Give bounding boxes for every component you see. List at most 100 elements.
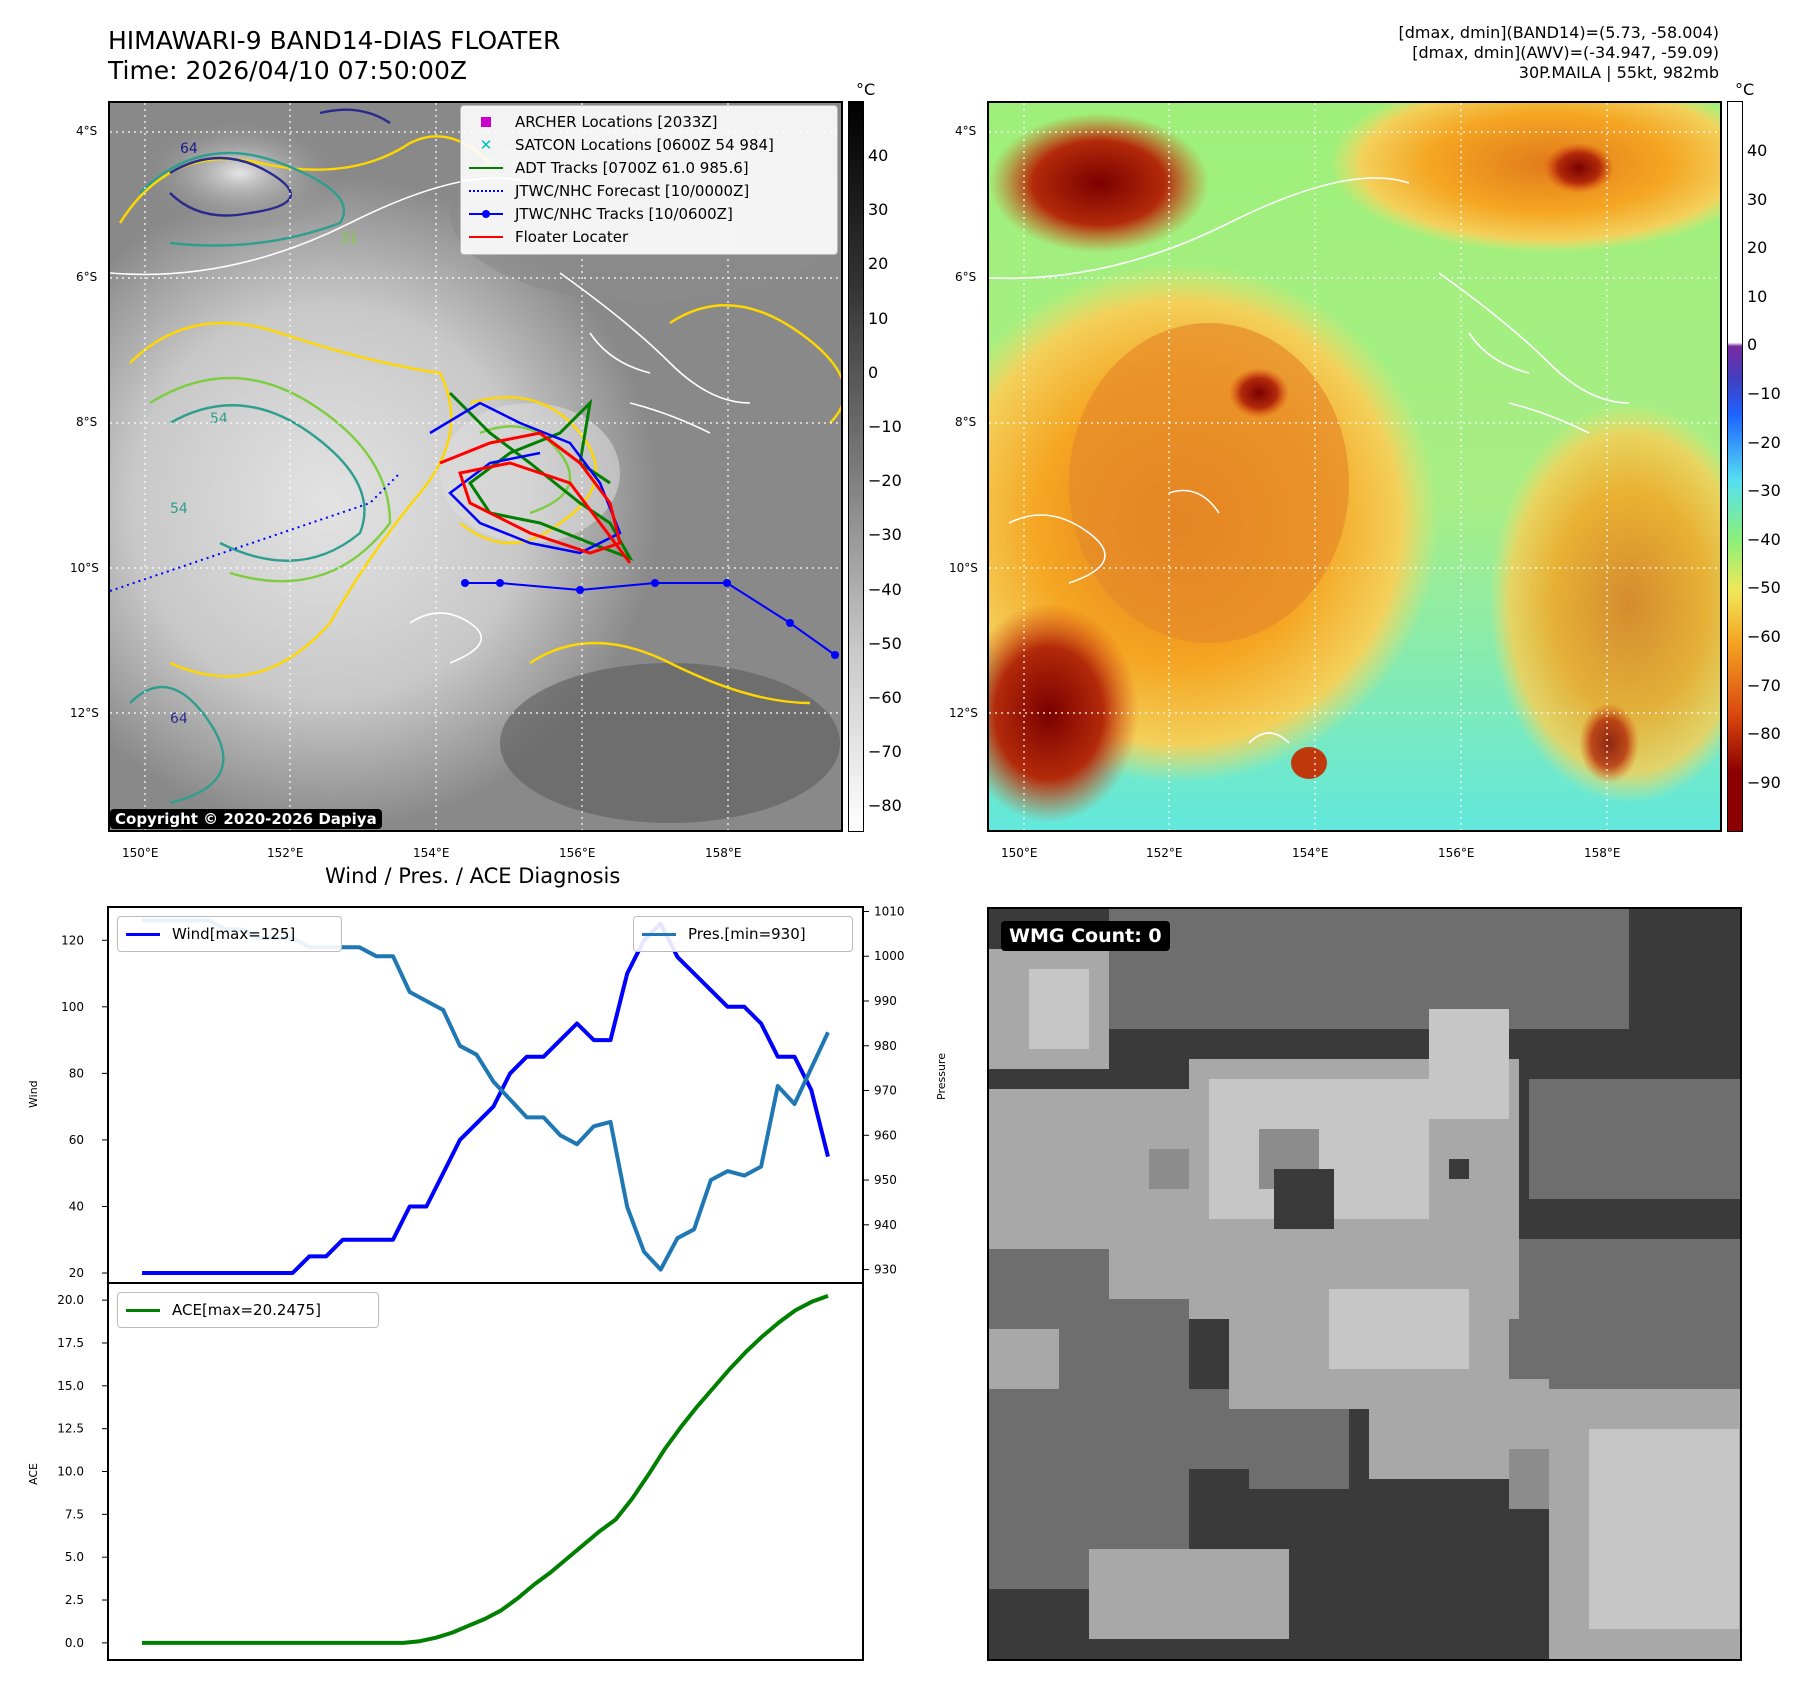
lon-tick: 158°E xyxy=(705,846,742,860)
pressure-tick-label: 960 xyxy=(874,1128,897,1142)
lat-tick: 12°S xyxy=(70,706,99,720)
colorbar-tick: −30 xyxy=(868,525,902,545)
ace-series-line xyxy=(142,1294,829,1645)
ace-tick-label: 15.0 xyxy=(57,1379,84,1393)
ir-legend: ARCHER Locations [2033Z] ✕ SATCON Locati… xyxy=(460,105,838,255)
jtwc-forecast-track xyxy=(110,472,401,592)
lat-tick: 10°S xyxy=(70,561,99,575)
ace-tick-label: 20.0 xyxy=(57,1293,84,1307)
pressure-legend: Pres.[min=930] xyxy=(633,916,853,952)
wind-tick-label: 20 xyxy=(69,1266,84,1280)
lat-tick: 4°S xyxy=(76,124,98,138)
legend-item-jtwc-tracks: JTWC/NHC Tracks [10/0600Z] xyxy=(469,202,829,225)
colorbar-tick: 0 xyxy=(1747,335,1758,355)
legend-label: JTWC/NHC Forecast [10/0000Z] xyxy=(515,181,750,200)
colorbar-tick: −80 xyxy=(1747,724,1781,744)
colorbar-tick: −20 xyxy=(868,471,902,491)
lon-tick: 158°E xyxy=(1584,846,1621,860)
line-dot-icon xyxy=(469,207,503,221)
ace-tick-label: 17.5 xyxy=(57,1336,84,1350)
colorbar-tick: 20 xyxy=(1747,238,1768,258)
dotted-line-icon xyxy=(469,184,503,198)
colorbar-tick: −30 xyxy=(1747,481,1781,501)
dmax-awv: [dmax, dmin](AWV)=(-34.947, -59.09) xyxy=(1412,43,1719,62)
wind-series-line xyxy=(142,921,830,1275)
copyright-badge: Copyright © 2020-2026 Dapiya xyxy=(110,809,382,829)
legend-item-archer: ARCHER Locations [2033Z] xyxy=(469,110,829,133)
lon-tick: 156°E xyxy=(559,846,596,860)
pressure-tick-label: 940 xyxy=(874,1218,897,1232)
colorbar-tick: 10 xyxy=(868,308,889,328)
storm-info: 30P.MAILA | 55kt, 982mb xyxy=(1518,63,1719,82)
colorbar-tick: −10 xyxy=(868,417,902,436)
wmg-image xyxy=(989,909,1740,1659)
ace-tick-label: 2.5 xyxy=(65,1593,84,1607)
contour-label-3: 54 xyxy=(210,411,228,427)
lon-tick: 152°E xyxy=(267,846,304,860)
colorbar-tick: −80 xyxy=(868,796,902,816)
pressure-tick-label: 930 xyxy=(874,1263,897,1277)
ace-tick-label: 5.0 xyxy=(65,1550,84,1564)
chart-time: Time: 2026/04/10 07:50:00Z xyxy=(108,56,467,85)
pressure-tick-label: 980 xyxy=(874,1039,897,1053)
awv-colorbar xyxy=(1727,101,1743,832)
colorbar-tick: −20 xyxy=(1747,432,1781,452)
contour-label-4: 54 xyxy=(170,501,188,517)
pressure-tick-label: 1000 xyxy=(874,949,905,963)
lon-tick: 152°E xyxy=(1146,846,1183,860)
colorbar-tick: −70 xyxy=(868,742,902,762)
colorbar-tick: −60 xyxy=(1747,627,1781,646)
ir-colorbar-unit: °C xyxy=(856,80,876,99)
lon-tick: 154°E xyxy=(1292,846,1329,860)
lat-tick: 6°S xyxy=(955,270,977,284)
legend-label: SATCON Locations [0600Z 54 984] xyxy=(515,135,774,154)
dmax-band14: [dmax, dmin](BAND14)=(5.73, -58.004) xyxy=(1398,23,1720,42)
ace-tick-label: 10.0 xyxy=(57,1465,84,1479)
colorbar-tick: 40 xyxy=(868,146,889,165)
legend-label: JTWC/NHC Tracks [10/0600Z] xyxy=(515,204,733,223)
wind-tick-label: 60 xyxy=(69,1133,84,1147)
ace-axes xyxy=(107,1282,864,1661)
lon-tick: 150°E xyxy=(1001,846,1038,860)
wmg-panel: WMG Count: 0 xyxy=(987,907,1742,1661)
lat-tick: 12°S xyxy=(949,706,978,720)
colorbar-tick: 30 xyxy=(868,200,889,220)
contour-label-1: 64 xyxy=(180,141,198,157)
lat-tick: 8°S xyxy=(955,415,977,429)
colorbar-tick: −50 xyxy=(1747,578,1781,598)
pressure-tick-label: 950 xyxy=(874,1173,897,1187)
colorbar-tick: −40 xyxy=(1747,529,1781,549)
ace-legend-label: ACE[max=20.2475] xyxy=(172,1301,321,1319)
legend-label: ADT Tracks [0700Z 61.0 985.6] xyxy=(515,158,749,177)
legend-item-satcon: ✕ SATCON Locations [0600Z 54 984] xyxy=(469,133,829,156)
legend-label: Floater Locater xyxy=(515,227,629,246)
contour-label-5: 64 xyxy=(170,711,188,727)
pressure-tick-label: 970 xyxy=(874,1084,897,1098)
line-marker-icon xyxy=(469,161,503,175)
wind-tick-label: 100 xyxy=(61,1000,84,1014)
wind-legend: Wind[max=125] xyxy=(117,916,342,952)
diagnosis-title: Wind / Pres. / ACE Diagnosis xyxy=(325,864,621,888)
colorbar-tick: 30 xyxy=(1747,189,1768,209)
legend-label: ARCHER Locations [2033Z] xyxy=(515,112,718,131)
lon-tick: 156°E xyxy=(1438,846,1475,860)
ace-legend: ACE[max=20.2475] xyxy=(117,1292,379,1328)
ir-map-image: 64 31 54 54 64 xyxy=(110,103,841,830)
legend-item-floater: Floater Locater xyxy=(469,225,829,248)
wind-tick-label: 40 xyxy=(69,1199,84,1213)
wind-tick-label: 80 xyxy=(69,1066,84,1080)
colorbar-tick: 20 xyxy=(868,254,889,274)
ace-tick-label: 12.5 xyxy=(57,1422,84,1436)
colorbar-tick: 10 xyxy=(1747,286,1768,306)
line-marker-icon xyxy=(469,230,503,244)
contour-label-2: 31 xyxy=(340,231,358,247)
colorbar-tick: −90 xyxy=(1747,772,1781,792)
legend-item-jtwc-forecast: JTWC/NHC Forecast [10/0000Z] xyxy=(469,179,829,202)
wind-pressure-axes xyxy=(107,906,864,1284)
ir-map-panel: 64 31 54 54 64 xyxy=(108,101,843,832)
wind-legend-label: Wind[max=125] xyxy=(172,925,296,943)
colorbar-tick: −70 xyxy=(1747,675,1781,695)
pressure-tick-label: 990 xyxy=(874,994,897,1008)
legend-item-adt: ADT Tracks [0700Z 61.0 985.6] xyxy=(469,156,829,179)
ace-tick-label: 0.0 xyxy=(65,1636,84,1650)
